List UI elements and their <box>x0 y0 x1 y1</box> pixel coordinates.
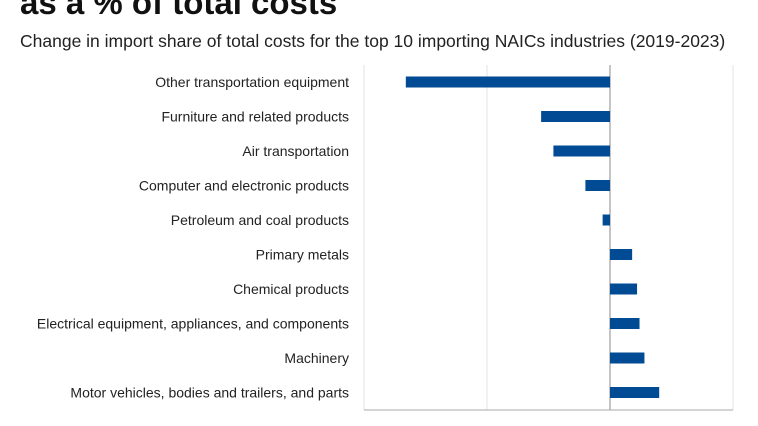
category-label: Air transportation <box>242 143 349 159</box>
category-label: Chemical products <box>233 281 349 297</box>
bar <box>610 352 645 364</box>
category-label: Computer and electronic products <box>139 178 349 194</box>
bar <box>610 387 660 398</box>
bar <box>405 76 610 88</box>
bar <box>610 318 640 329</box>
bar <box>602 214 610 226</box>
category-label: Furniture and related products <box>161 109 349 125</box>
chart-subtitle: Change in import share of total costs fo… <box>20 31 726 51</box>
chart-title: as a % of total costs <box>20 0 338 21</box>
category-label: Other transportation equipment <box>155 74 349 90</box>
bar <box>610 249 633 260</box>
bar <box>541 111 610 122</box>
bar <box>610 283 638 295</box>
category-label: Petroleum and coal products <box>171 212 349 228</box>
category-label: Electrical equipment, appliances, and co… <box>37 316 349 332</box>
category-label: Primary metals <box>256 247 349 263</box>
category-label: Motor vehicles, bodies and trailers, and… <box>70 385 349 401</box>
bar <box>553 145 610 157</box>
bar <box>585 180 610 191</box>
category-label: Machinery <box>284 350 349 366</box>
